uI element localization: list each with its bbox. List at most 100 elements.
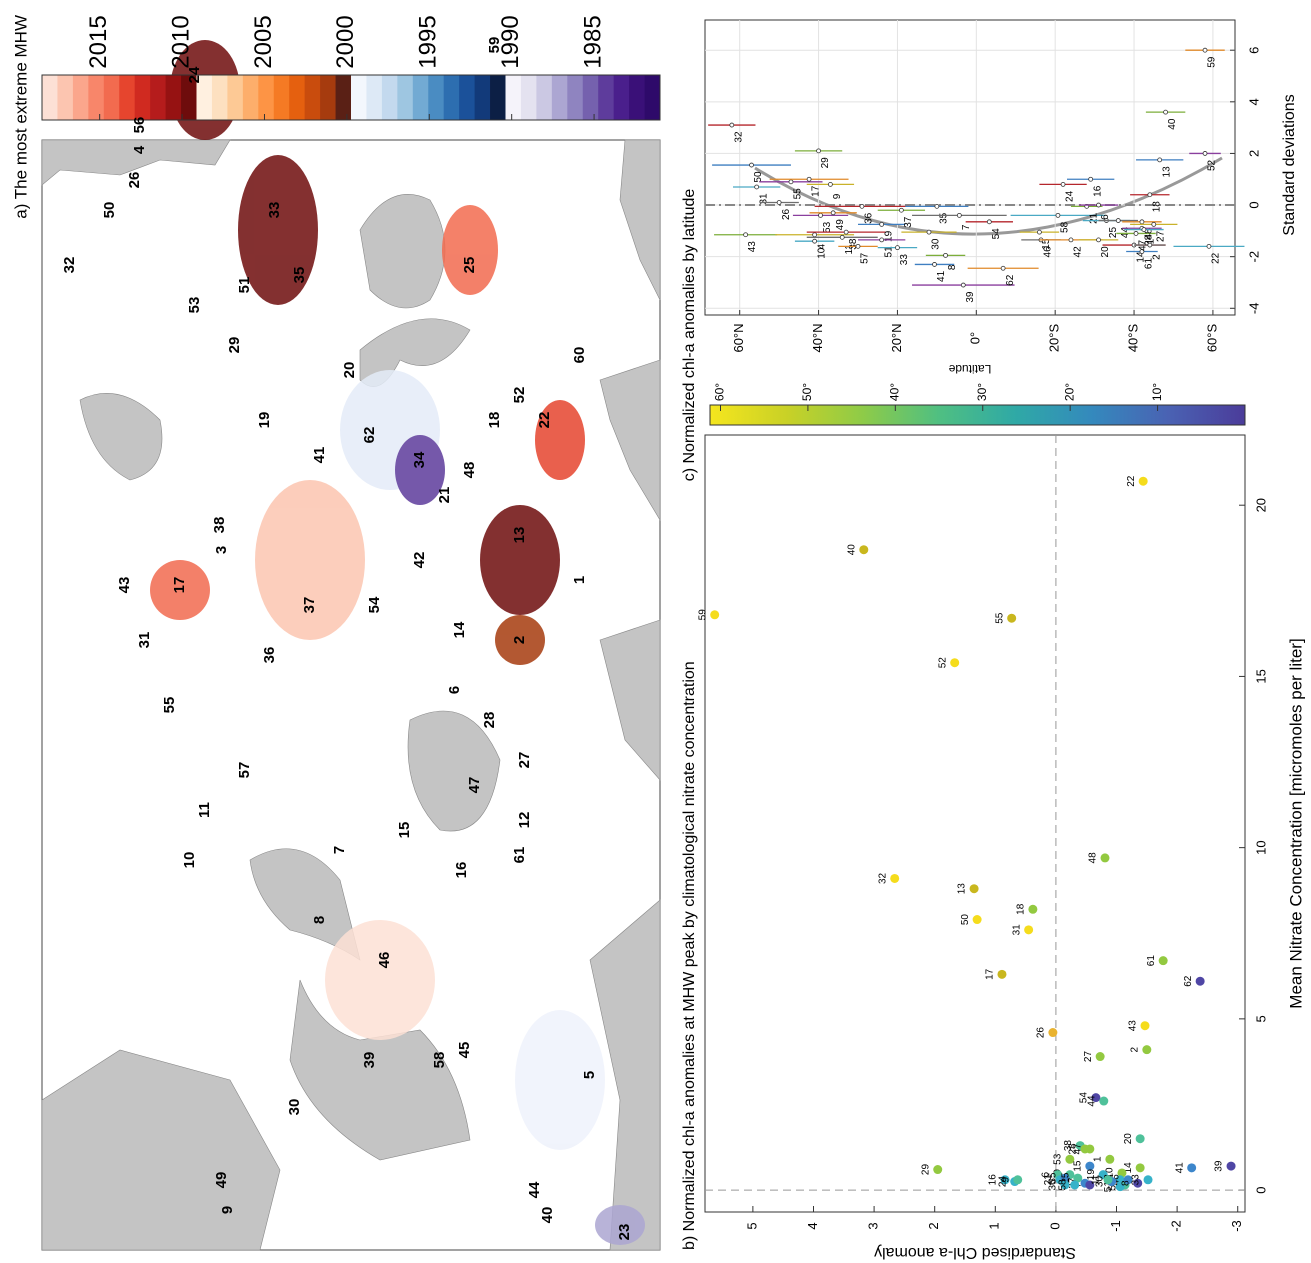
x-tick-label: 40°N <box>810 323 825 352</box>
x-tick-label: 0° <box>968 332 983 344</box>
region-label: 10 <box>181 852 198 869</box>
point-label: 13 <box>1161 166 1172 178</box>
point-label: 53 <box>1052 1153 1063 1165</box>
point <box>997 969 1007 979</box>
point-label: 17 <box>811 185 822 197</box>
point-label: 4 <box>816 244 827 250</box>
region-label: 30 <box>286 1099 303 1116</box>
point <box>1099 1096 1109 1106</box>
point-label: 10 <box>1105 1167 1116 1179</box>
region-label: 42 <box>411 552 428 569</box>
x-tick-label: 20°N <box>889 323 904 352</box>
region-label: 48 <box>461 462 478 479</box>
point <box>1080 1144 1090 1154</box>
point-label: 49 <box>835 219 846 231</box>
point <box>828 182 833 187</box>
point <box>859 203 865 209</box>
point <box>830 210 836 216</box>
colorbar-tick-label: 2005 <box>250 15 277 68</box>
point <box>859 545 869 555</box>
point-label: 30 <box>931 238 942 250</box>
point-label: 36 <box>864 212 875 224</box>
colorbar-tick-label: 10° <box>1150 383 1164 401</box>
point-label: 2 <box>1129 1046 1140 1052</box>
y-tick-label: -3 <box>1229 1220 1244 1232</box>
region-label: 13 <box>511 527 528 544</box>
point <box>1138 476 1148 486</box>
region-label: 53 <box>186 297 203 314</box>
colorbar-swatch <box>412 75 429 120</box>
y-tick-label: -1 <box>1108 1220 1123 1232</box>
colorbar-tick-label: 1985 <box>579 15 606 68</box>
point <box>749 162 754 168</box>
region-label: 24 <box>186 66 203 83</box>
point-label: 28 <box>1144 234 1155 246</box>
region-label: 47 <box>466 777 483 794</box>
point-label: 46 <box>1043 246 1054 258</box>
point <box>843 229 849 235</box>
point <box>1060 182 1066 187</box>
point-label: 59 <box>697 609 708 621</box>
region-label: 15 <box>396 822 413 839</box>
region-label: 11 <box>196 802 213 818</box>
point-label: 20 <box>1123 1133 1134 1145</box>
region-label: 1 <box>571 576 588 584</box>
y-tick-label: -2 <box>1169 1220 1184 1232</box>
point <box>1085 1161 1095 1171</box>
point <box>1048 1028 1058 1038</box>
point <box>1070 1180 1080 1190</box>
point <box>1060 1173 1070 1183</box>
colorbar-tick-label: 30° <box>975 383 989 401</box>
point <box>1088 176 1094 182</box>
panel-title: c) Normalized chl-a anomalies by latitud… <box>681 189 698 482</box>
point <box>855 243 861 249</box>
point <box>898 207 904 213</box>
point-label: 26 <box>1036 1027 1047 1039</box>
point <box>1147 242 1153 248</box>
point-label: 15 <box>1072 1160 1083 1172</box>
point-label: 9 <box>832 193 843 199</box>
point <box>934 203 940 209</box>
point-label: 14 <box>1136 251 1147 263</box>
point-label: 52 <box>937 657 948 669</box>
plot-frame <box>704 434 1246 1213</box>
point <box>890 873 900 883</box>
plot-frame <box>704 19 1236 316</box>
point-label: 18 <box>1151 201 1162 213</box>
point <box>1085 1180 1095 1190</box>
panel-title: b) Normalized chl-a anomalies at MHW pea… <box>681 661 698 1250</box>
region-label: 36 <box>261 647 278 664</box>
point <box>1065 1154 1075 1164</box>
point-label: 43 <box>1128 1020 1139 1032</box>
point <box>1117 1168 1127 1178</box>
point <box>1091 1093 1101 1103</box>
region-label: 27 <box>516 752 533 769</box>
y-tick-label: 4 <box>805 1222 820 1229</box>
point <box>754 184 760 190</box>
point-label: 35 <box>939 212 950 224</box>
colorbar-swatch <box>227 75 244 120</box>
y-tick-label: 6 <box>1246 47 1261 54</box>
point <box>1226 1161 1236 1171</box>
point <box>812 232 818 238</box>
region-label: 23 <box>616 1224 633 1241</box>
point-label: 29 <box>920 1164 931 1176</box>
colorbar-swatch <box>242 75 259 120</box>
region-label: 58 <box>431 1052 448 1069</box>
point <box>956 212 962 218</box>
colorbar-swatch <box>150 75 166 120</box>
point <box>1202 47 1208 53</box>
region-label: 35 <box>291 267 308 284</box>
point-label: 7 <box>961 224 972 230</box>
point <box>1163 109 1168 115</box>
y-tick-label: 5 <box>744 1222 759 1229</box>
region-label: 61 <box>511 847 528 864</box>
colorbar-swatch <box>273 75 290 120</box>
point <box>1135 1134 1145 1144</box>
point-label: 31 <box>758 193 769 205</box>
point <box>879 237 885 243</box>
point-label: 50 <box>753 171 764 183</box>
region-label: 60 <box>571 347 588 364</box>
point-label: 24 <box>997 1176 1008 1188</box>
colorbar-swatch <box>196 75 213 120</box>
